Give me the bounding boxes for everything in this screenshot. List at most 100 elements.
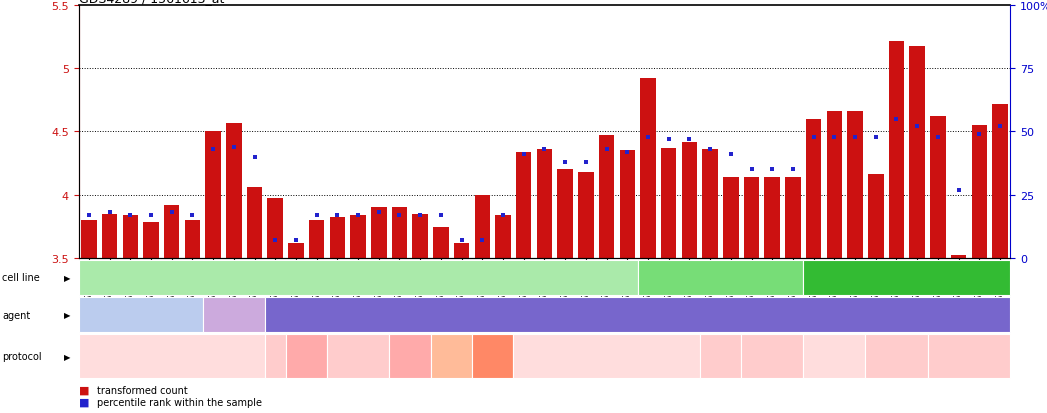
Point — [102, 209, 118, 216]
Bar — [143, 223, 159, 258]
Bar — [288, 243, 304, 258]
Bar — [351, 215, 365, 258]
Point — [930, 134, 946, 140]
Bar — [81, 221, 96, 258]
Text: washout
2h: washout 2h — [878, 347, 914, 366]
Point — [163, 209, 180, 216]
Bar — [413, 214, 428, 258]
Point — [371, 209, 387, 216]
Bar — [495, 215, 511, 258]
Point — [701, 147, 718, 153]
Point — [764, 166, 781, 173]
Point — [619, 149, 636, 156]
Point — [392, 212, 408, 218]
Point — [681, 136, 697, 143]
Point — [536, 147, 553, 153]
Bar — [723, 178, 738, 258]
Bar — [184, 221, 200, 258]
Bar — [392, 208, 407, 258]
Text: cell line: cell line — [2, 273, 40, 283]
Bar — [267, 199, 283, 258]
Bar — [371, 208, 386, 258]
Point — [992, 124, 1008, 131]
Text: none: none — [824, 352, 845, 361]
Bar — [993, 104, 1008, 258]
Bar — [868, 175, 884, 258]
Point — [267, 237, 284, 244]
Point — [121, 212, 138, 218]
Text: transformed count: transformed count — [97, 385, 188, 395]
Bar — [703, 150, 718, 258]
Bar — [910, 47, 925, 258]
Bar — [309, 221, 325, 258]
Text: none: none — [161, 352, 182, 361]
Point — [142, 212, 159, 218]
Text: ▶: ▶ — [64, 273, 70, 282]
Point — [826, 134, 843, 140]
Text: ▶: ▶ — [64, 352, 70, 361]
Point — [225, 144, 242, 151]
Text: GSI: GSI — [225, 310, 242, 320]
Text: ■: ■ — [79, 385, 89, 395]
Text: protocol: protocol — [2, 351, 42, 361]
Text: GDS4289 / 1561613_at: GDS4289 / 1561613_at — [79, 0, 224, 5]
Point — [515, 152, 532, 158]
Point — [288, 237, 305, 244]
Point — [640, 134, 656, 140]
Text: ■: ■ — [79, 396, 89, 407]
Point — [784, 166, 801, 173]
Text: washout +
CHX 4h: washout + CHX 4h — [387, 347, 432, 366]
Point — [847, 134, 864, 140]
Point — [494, 212, 511, 218]
Point — [411, 212, 428, 218]
Text: GSI 3d: GSI 3d — [622, 310, 653, 320]
Bar — [164, 205, 179, 258]
Text: washout 2h: washout 2h — [251, 352, 299, 361]
Bar — [826, 112, 842, 258]
Text: washout
2h: washout 2h — [703, 347, 738, 366]
Point — [205, 147, 222, 153]
Point — [888, 116, 905, 123]
Bar — [640, 79, 655, 258]
Bar — [557, 170, 573, 258]
Text: CUTLL1: CUTLL1 — [339, 273, 377, 283]
Bar — [102, 214, 117, 258]
Point — [184, 212, 201, 218]
Text: percentile rank within the sample: percentile rank within the sample — [97, 396, 263, 407]
Point — [453, 237, 470, 244]
Bar — [785, 178, 801, 258]
Bar — [453, 243, 469, 258]
Bar — [122, 215, 138, 258]
Point — [474, 237, 491, 244]
Text: washout
4h: washout 4h — [340, 347, 376, 366]
Bar — [743, 178, 759, 258]
Text: mock washout
+ CHX 4h: mock washout + CHX 4h — [462, 347, 524, 366]
Point — [308, 212, 325, 218]
Bar — [806, 120, 822, 258]
Point — [971, 131, 987, 138]
Bar — [951, 256, 966, 258]
Text: vehicle: vehicle — [124, 310, 158, 320]
Text: washout
4h: washout 4h — [755, 347, 790, 366]
Point — [951, 187, 967, 193]
Point — [867, 134, 884, 140]
Bar — [682, 142, 697, 258]
Text: washout +
CHX 2h: washout + CHX 2h — [284, 347, 329, 366]
Bar — [847, 112, 863, 258]
Text: none: none — [596, 352, 617, 361]
Point — [350, 212, 366, 218]
Bar — [205, 132, 221, 258]
Bar — [516, 152, 532, 258]
Bar — [661, 149, 676, 258]
Bar — [599, 136, 615, 258]
Bar — [330, 218, 346, 258]
Point — [432, 212, 449, 218]
Point — [557, 159, 574, 166]
Bar — [764, 178, 780, 258]
Bar — [474, 195, 490, 258]
Bar — [537, 150, 552, 258]
Bar — [433, 228, 449, 258]
Point — [329, 212, 346, 218]
Point — [578, 159, 595, 166]
Text: washout
4h: washout 4h — [951, 347, 986, 366]
